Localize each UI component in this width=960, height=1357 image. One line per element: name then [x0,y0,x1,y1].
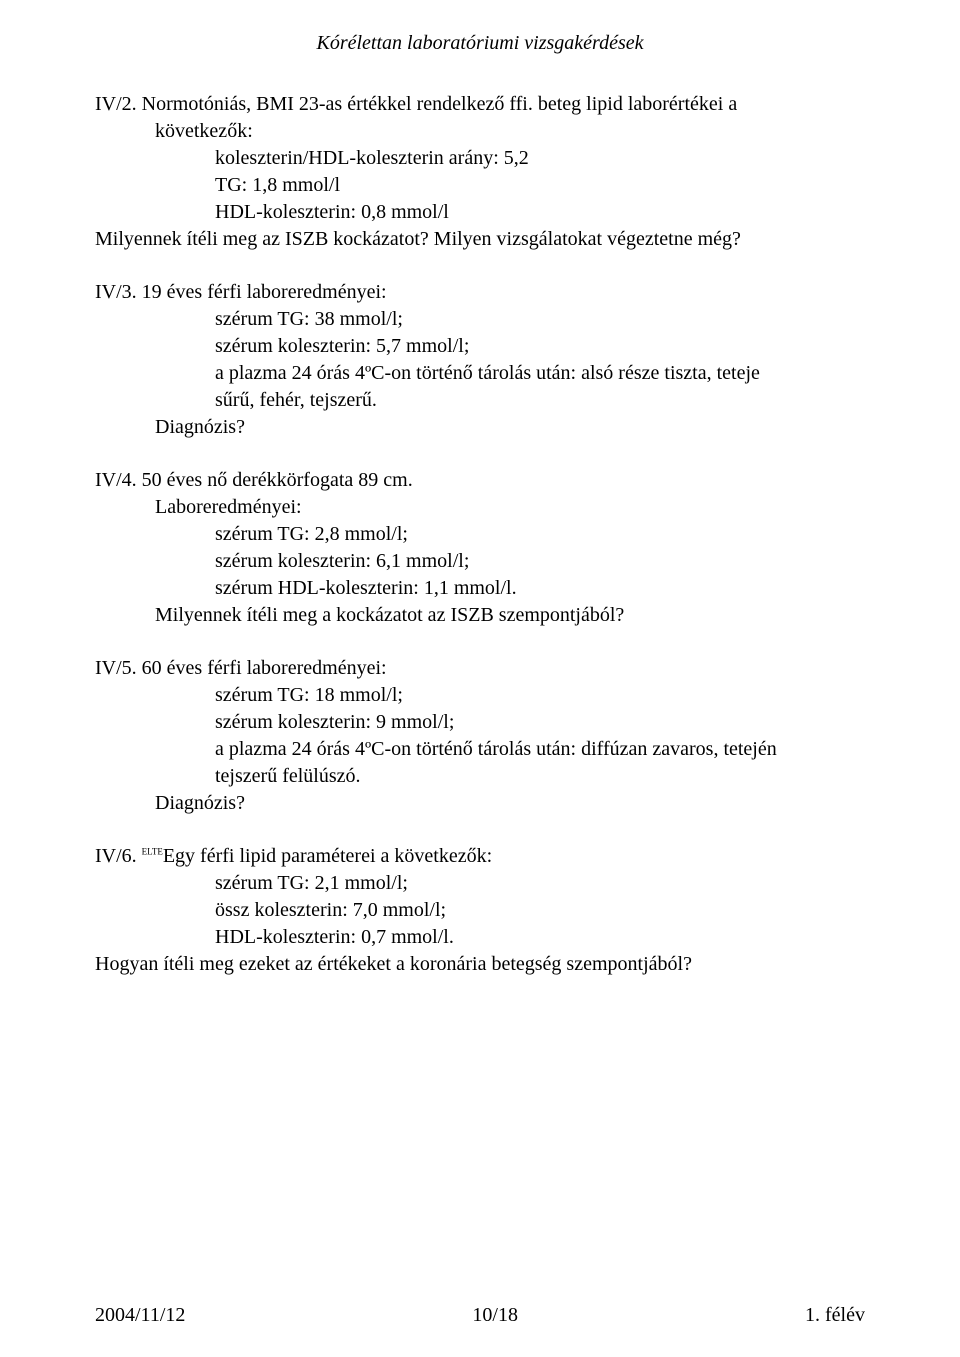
question-firstline: 19 éves férfi laboreredményei: [142,281,387,303]
page-footer: 2004/11/12 10/18 1. félév [95,1304,865,1327]
question-line: Laboreredményei: [155,494,865,521]
question-firstline: 60 éves férfi laboreredményei: [142,657,387,679]
question-line: szérum TG: 2,8 mmol/l; [215,521,865,548]
question-number: IV/4. [95,469,137,491]
question-line: szérum TG: 2,1 mmol/l; [215,870,865,897]
page-header: Kórélettan laboratóriumi vizsgakérdések [95,32,865,55]
question-iv3: IV/3. 19 éves férfi laboreredményei: szé… [95,279,865,441]
question-line: tejszerű felülúszó. [215,763,865,790]
question-line: Diagnózis? [155,790,865,817]
question-line: Hogyan ítéli meg ezeket az értékeket a k… [95,951,865,978]
question-line: Milyennek ítéli meg a kockázatot az ISZB… [155,602,865,629]
question-line: szérum koleszterin: 5,7 mmol/l; [215,333,865,360]
question-iv5: IV/5. 60 éves férfi laboreredményei: szé… [95,655,865,817]
question-line: következők: [155,118,865,145]
question-line: sűrű, fehér, tejszerű. [215,387,865,414]
question-iv6: IV/6. ELTEEgy férfi lipid paraméterei a … [95,843,865,978]
question-line: koleszterin/HDL-koleszterin arány: 5,2 [215,145,865,172]
question-firstline: 50 éves nő derékkörfogata 89 cm. [142,469,413,491]
question-number: IV/2. [95,93,137,115]
question-line: HDL-koleszterin: 0,8 mmol/l [215,199,865,226]
question-iv2: IV/2. Normotóniás, BMI 23-as értékkel re… [95,91,865,253]
page: Kórélettan laboratóriumi vizsgakérdések … [0,0,960,1357]
question-line: szérum TG: 18 mmol/l; [215,682,865,709]
question-number: IV/6. [95,845,137,867]
header-title: Kórélettan laboratóriumi vizsgakérdések [317,32,644,54]
question-line: TG: 1,8 mmol/l [215,172,865,199]
question-line: Diagnózis? [155,414,865,441]
question-iv4: IV/4. 50 éves nő derékkörfogata 89 cm. L… [95,467,865,629]
footer-center: 10/18 [472,1304,518,1327]
question-line: HDL-koleszterin: 0,7 mmol/l. [215,924,865,951]
question-line: szérum HDL-koleszterin: 1,1 mmol/l. [215,575,865,602]
question-line: szérum koleszterin: 9 mmol/l; [215,709,865,736]
question-number: IV/3. [95,281,137,303]
footer-left: 2004/11/12 [95,1304,185,1327]
footer-right: 1. félév [805,1304,865,1327]
question-line: Milyennek ítéli meg az ISZB kockázatot? … [95,226,865,253]
question-line: a plazma 24 órás 4ºC-on történő tárolás … [215,736,865,763]
question-line: szérum koleszterin: 6,1 mmol/l; [215,548,865,575]
question-firstline: Egy férfi lipid paraméterei a következők… [163,845,492,867]
question-line: össz koleszterin: 7,0 mmol/l; [215,897,865,924]
question-number: IV/5. [95,657,137,679]
question-line: szérum TG: 38 mmol/l; [215,306,865,333]
elte-sup: ELTE [142,846,163,856]
question-firstline: Normotóniás, BMI 23-as értékkel rendelke… [142,93,738,115]
question-line: a plazma 24 órás 4ºC-on történő tárolás … [215,360,865,387]
